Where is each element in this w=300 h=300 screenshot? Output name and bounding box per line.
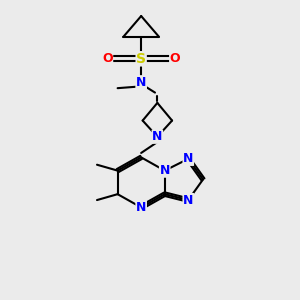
Text: O: O [170, 52, 180, 65]
Text: N: N [136, 76, 146, 89]
Text: N: N [183, 152, 194, 165]
Text: N: N [183, 194, 194, 207]
Text: S: S [136, 52, 146, 66]
Text: N: N [136, 201, 146, 214]
Text: N: N [160, 164, 170, 177]
Text: N: N [152, 130, 163, 143]
Text: O: O [102, 52, 112, 65]
